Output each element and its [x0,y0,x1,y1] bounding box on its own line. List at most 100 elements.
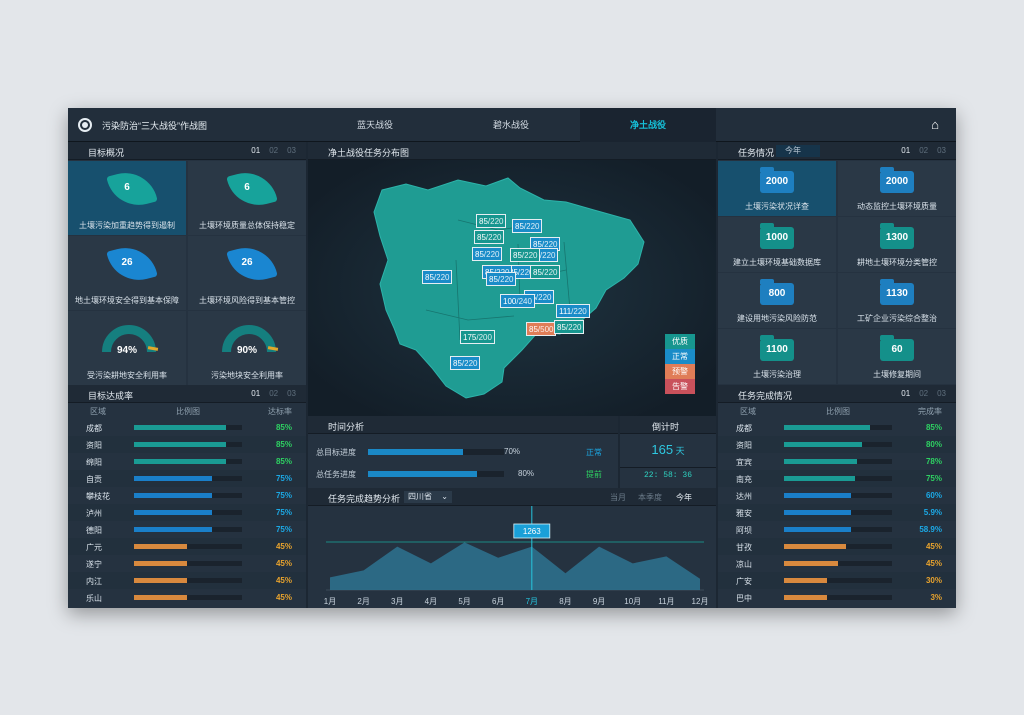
table-row[interactable]: 泸州 75% [68,504,306,521]
days-unit: 天 [675,446,685,456]
pager: 01 02 03 [242,146,296,155]
map-marker[interactable]: 85/220 [422,270,453,284]
target-label: 土壤环境风险得到基本管控 [199,296,295,305]
task-card[interactable]: 800 建设用地污染风险防范 [718,273,836,328]
map-marker[interactable]: 85/500 [526,322,557,336]
table-row[interactable]: 宜宾 78% [718,453,956,470]
table-row[interactable]: 甘孜 45% [718,538,956,555]
table-row[interactable]: 乐山 45% [68,589,306,606]
row-region: 南充 [736,475,752,484]
map-marker[interactable]: 85/220 [474,230,505,244]
page-1[interactable]: 01 [251,389,261,398]
row-region: 德阳 [86,526,102,535]
map-marker[interactable]: 100/240 [500,294,535,308]
sichuan-map-shape[interactable] [373,177,645,399]
pager: 01 02 03 [892,146,946,155]
task-card[interactable]: 1000 建立土壤环境基础数据库 [718,217,836,272]
target-card[interactable]: 6 土壤环境质量总体保持稳定 [188,161,306,235]
table-row[interactable]: 成都 85% [718,419,956,436]
table-row[interactable]: 阿坝 58.9% [718,521,956,538]
table-row[interactable]: 资阳 80% [718,436,956,453]
panel-header: 目标达成率 01 02 03 [68,385,306,403]
days-remaining: 165 天 [620,442,716,457]
folder-icon [760,335,794,361]
ratio-bar-track [784,459,892,464]
page-2[interactable]: 02 [269,389,279,398]
row-region: 成都 [736,424,752,433]
tab-clear-water[interactable]: 碧水战役 [492,120,529,130]
table-row[interactable]: 广元 45% [68,538,306,555]
table-row[interactable]: 南充 75% [718,470,956,487]
area-series [330,542,700,590]
map-marker[interactable]: 85/220 [530,265,561,279]
map-marker[interactable]: 85/220 [472,247,503,261]
task-value: 60 [891,344,903,355]
target-card[interactable]: 26 地土壤环境安全得到基本保障 [68,236,186,310]
page-3[interactable]: 03 [937,146,946,155]
home-icon[interactable]: ⌂ [931,117,939,132]
page-3[interactable]: 03 [287,146,296,155]
page-3[interactable]: 03 [287,389,296,398]
page-3[interactable]: 03 [937,389,946,398]
task-card[interactable]: 1130 工矿企业污染综合整治 [838,273,956,328]
map-marker[interactable]: 85/220 [512,219,543,233]
table-row[interactable]: 广安 30% [718,572,956,589]
page-2[interactable]: 02 [919,389,929,398]
row-percent: 30% [925,576,942,585]
year-chip[interactable]: 今年 [776,145,820,157]
table-row[interactable]: 巴中 3% [718,589,956,606]
table-row[interactable]: 攀枝花 75% [68,487,306,504]
task-card[interactable]: 1300 耕地土壤环境分类管控 [838,217,956,272]
map-marker[interactable]: 175/200 [460,330,495,344]
days-value: 165 [651,442,674,457]
marker-total: /220 [461,359,478,368]
map-marker[interactable]: 85/220 [476,214,507,228]
map-marker[interactable]: 85/220 [510,248,541,262]
range-quarter[interactable]: 本季度 [638,493,662,502]
table-row[interactable]: 资阳 85% [68,436,306,453]
row-percent: 75% [275,474,292,483]
table-row[interactable]: 德阳 75% [68,521,306,538]
task-label: 土壤修复期间 [873,370,921,379]
table-row[interactable]: 内江 45% [68,572,306,589]
table-row[interactable]: 达州 60% [718,487,956,504]
task-card[interactable]: 2000 动态监控土壤环境质量 [838,161,956,216]
page-1[interactable]: 01 [901,146,911,155]
target-card[interactable]: 6 土壤污染加重趋势得到遏制 [68,161,186,235]
task-card[interactable]: 1100 土壤污染治理 [718,329,836,384]
folder-icon [760,223,794,249]
target-value: 6 [124,182,130,193]
page-1[interactable]: 01 [901,389,911,398]
page-2[interactable]: 02 [269,146,279,155]
page-2[interactable]: 02 [919,146,929,155]
map-marker[interactable]: 85/220 [554,320,585,334]
table-row[interactable]: 自贡 75% [68,470,306,487]
ratio-bar-fill [134,544,187,549]
range-month[interactable]: 当月 [610,493,626,502]
target-card[interactable]: 94% 受污染耕地安全利用率 [68,311,186,385]
region-select[interactable]: 四川省 ⌄ [404,491,452,503]
page-1[interactable]: 01 [251,146,261,155]
task-card[interactable]: 2000 土壤污染状况详查 [718,161,836,216]
table-row[interactable]: 遂宁 45% [68,555,306,572]
map-marker[interactable]: 85/220 [450,356,481,370]
marker-value: 85 [489,275,498,284]
marker-total: /500 [537,325,554,334]
tab-clean-soil[interactable]: 净土战役 [580,108,716,142]
table-row[interactable]: 凉山 45% [718,555,956,572]
ratio-bar-fill [784,510,851,515]
range-year[interactable]: 今年 [676,493,692,502]
target-value: 26 [121,257,133,268]
ratio-bar-fill [784,544,846,549]
map-marker[interactable]: 111/220 [556,304,590,318]
row-percent: 85% [275,457,292,466]
target-card[interactable]: 90% 污染地块安全利用率 [188,311,306,385]
task-status: 提前 [586,470,602,479]
table-row[interactable]: 雅安 5.9% [718,504,956,521]
map-marker[interactable]: 85/220 [486,272,517,286]
target-card[interactable]: 26 土壤环境风险得到基本管控 [188,236,306,310]
table-row[interactable]: 绵阳 85% [68,453,306,470]
task-card[interactable]: 60 土壤修复期间 [838,329,956,384]
tab-blue-sky[interactable]: 蓝天战役 [356,120,393,130]
table-row[interactable]: 成都 85% [68,419,306,436]
